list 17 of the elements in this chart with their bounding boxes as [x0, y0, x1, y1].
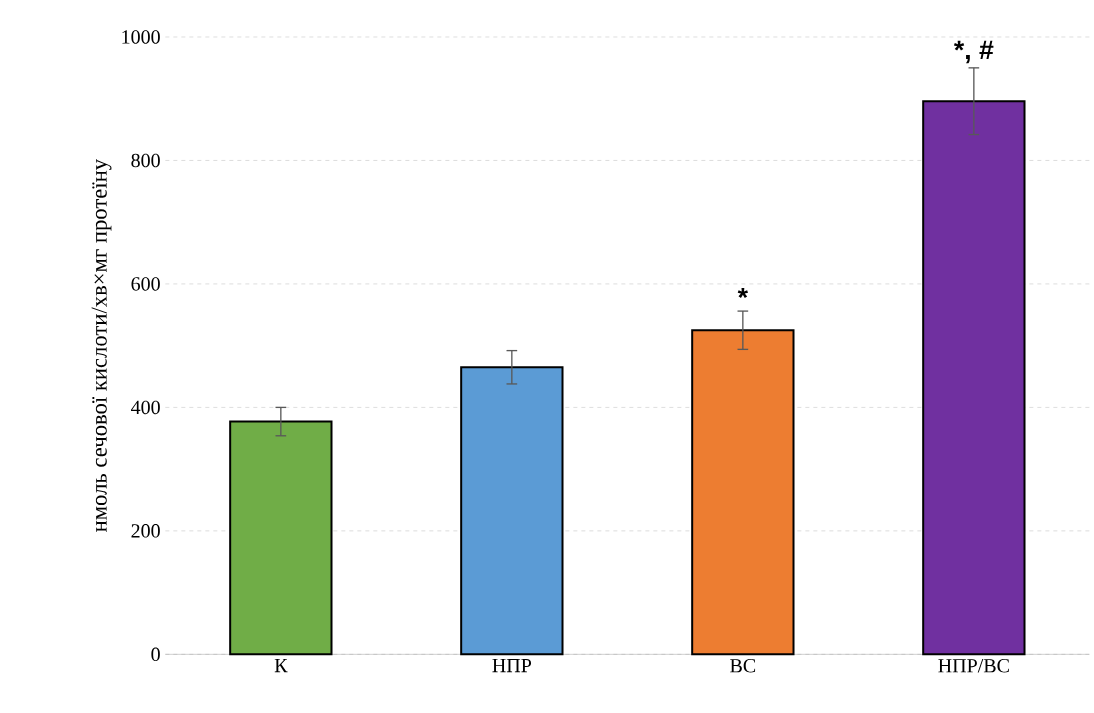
y-tick-label: 800 — [131, 153, 160, 168]
bar — [922, 100, 1026, 656]
y-axis-title: нмоль сечової кислоти/хв×мг протеїну — [91, 159, 112, 532]
x-tick-label: НПР — [492, 659, 532, 673]
bar — [460, 366, 564, 656]
annotation: *, # — [953, 40, 994, 64]
bar — [691, 329, 795, 656]
y-tick-label: 1000 — [122, 30, 160, 44]
x-tick-label: К — [274, 659, 288, 673]
x-tick-label: НПР/ВС — [938, 659, 1009, 673]
x-tick-label: ВС — [730, 659, 756, 673]
y-tick-label: 400 — [131, 400, 160, 415]
y-tick-label: 0 — [151, 647, 160, 662]
y-tick-label: 600 — [131, 277, 160, 291]
bar — [229, 420, 333, 656]
annotation: * — [737, 288, 749, 298]
y-tick-label: 200 — [131, 524, 160, 538]
